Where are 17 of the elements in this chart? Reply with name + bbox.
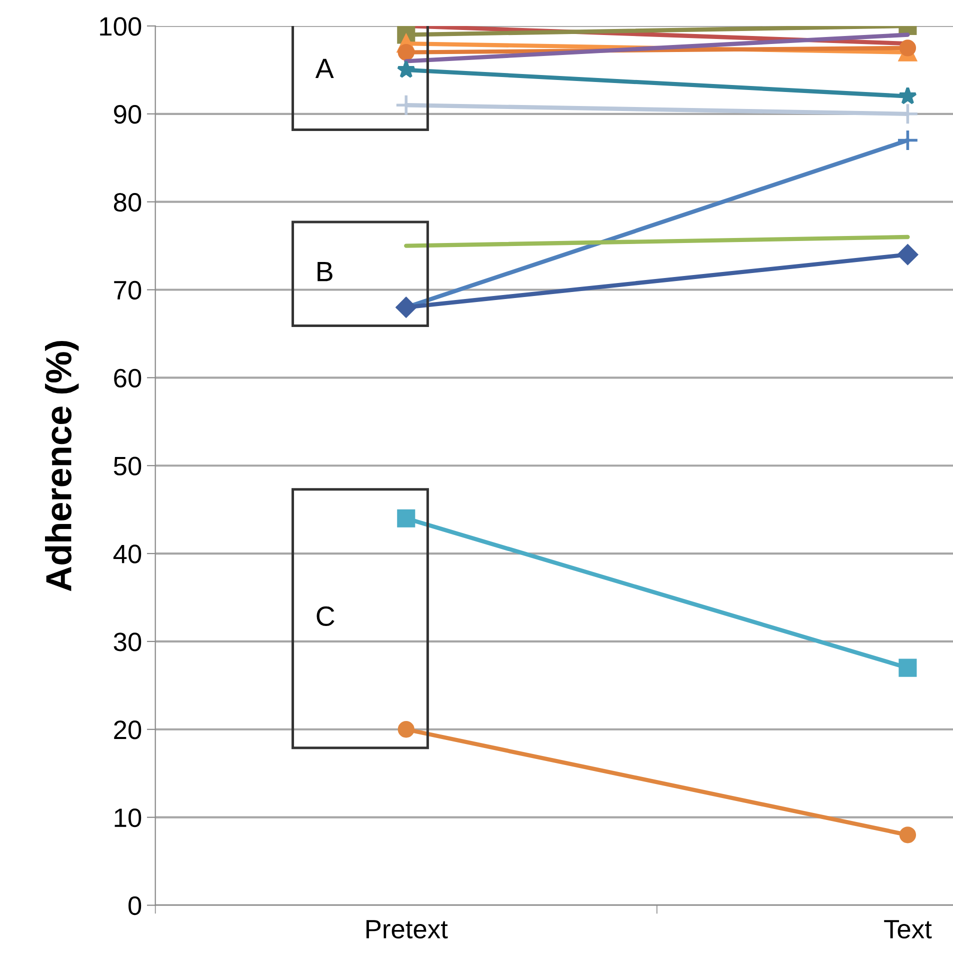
y-axis-title: Adherence (%): [45, 340, 79, 592]
y-tick-label: 100: [100, 17, 142, 36]
y-tick-label: 10: [114, 808, 142, 828]
annotation: C: [316, 606, 334, 626]
y-tick-label: 80: [114, 192, 142, 212]
y-tick-label: 0: [128, 896, 142, 916]
y-tick-label: 60: [114, 368, 142, 388]
y-tick-label: 40: [113, 544, 142, 564]
y-tick-label: 70: [114, 280, 142, 300]
y-tick-label: 90: [114, 105, 142, 124]
x-tick-label: Pretext: [366, 920, 448, 939]
annotation: A: [315, 58, 334, 78]
y-tick-label: 30: [114, 632, 142, 652]
y-tick-label: 50: [114, 456, 142, 476]
annotation: B: [318, 262, 332, 282]
x-tick-label: Text: [884, 920, 932, 939]
y-tick-label: 20: [114, 720, 142, 740]
